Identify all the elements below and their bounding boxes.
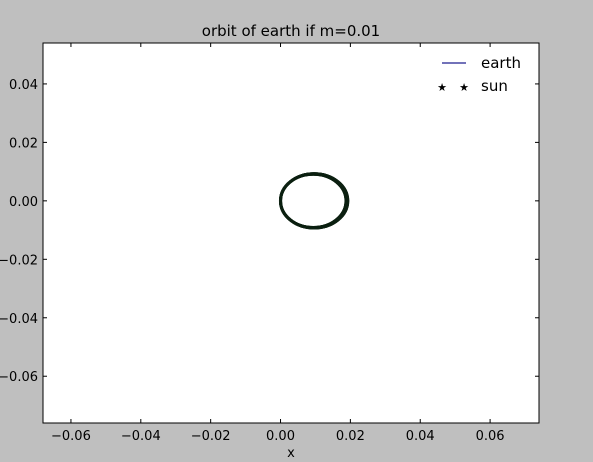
tick-layer: −0.06 −0.04 −0.02 0.00 0.02 0.04 0.06 0.04 0.02 0… — [0, 43, 539, 444]
legend-sun-label: sun — [481, 77, 508, 95]
chart-title: orbit of earth if m=0.01 — [202, 22, 380, 40]
x-tick-label: 0.06 — [476, 429, 505, 444]
y-tick-label: −0.02 — [0, 253, 38, 268]
legend-sun-marker-left: ★ — [437, 81, 447, 94]
y-tick-label: −0.06 — [0, 370, 38, 385]
legend: earth ★ ★ sun — [437, 54, 521, 95]
x-tick-label: 0.00 — [266, 429, 295, 444]
legend-sun-marker-right: ★ — [459, 81, 469, 94]
plot-frame — [42, 42, 540, 424]
x-tick-label: 0.04 — [406, 429, 435, 444]
x-tick-label: −0.04 — [121, 429, 161, 444]
x-tick-label: −0.06 — [51, 429, 91, 444]
series-layer — [278, 172, 350, 230]
y-tick-label: 0.00 — [9, 195, 38, 210]
y-tick-label: 0.04 — [9, 78, 38, 93]
x-tick-label: 0.02 — [336, 429, 365, 444]
legend-earth-label: earth — [481, 54, 521, 72]
y-tick-label: 0.02 — [9, 136, 38, 151]
plot-area — [43, 43, 539, 423]
x-tick-label: −0.02 — [191, 429, 231, 444]
earth-orbit-loop — [278, 172, 350, 230]
x-axis-label: x — [287, 446, 295, 461]
y-tick-label: −0.04 — [0, 312, 38, 327]
